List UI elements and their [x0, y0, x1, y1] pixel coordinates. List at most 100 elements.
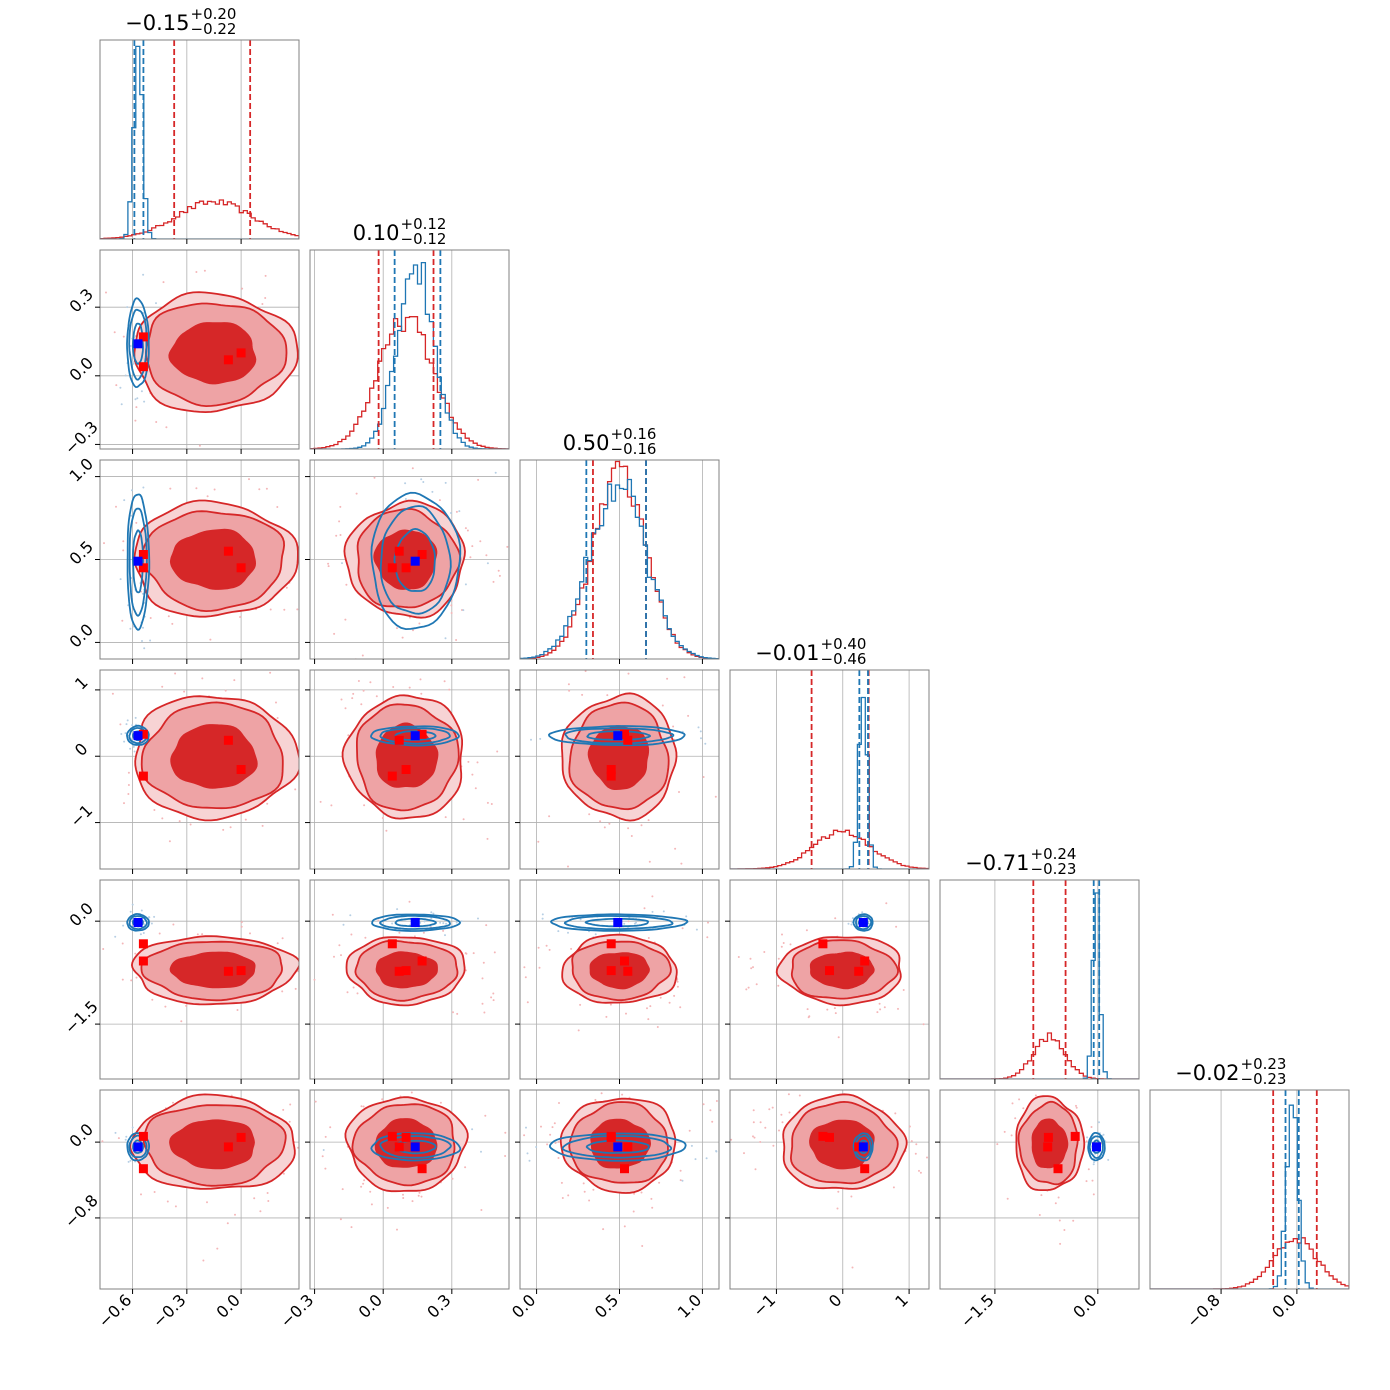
sample-point-red: [265, 487, 268, 490]
sample-point-red: [331, 913, 334, 916]
sample-point-red: [96, 344, 98, 346]
sample-point-red: [778, 1129, 780, 1132]
y-tick-label: 0.0: [66, 899, 97, 930]
sample-point-red: [373, 476, 376, 479]
sample-point-red: [777, 984, 780, 987]
sample-point-blue: [131, 489, 133, 492]
sample-point-red: [1087, 1168, 1090, 1171]
sample-point-red: [178, 1064, 180, 1066]
y-tick-label: 0: [71, 739, 92, 760]
marker-red: [138, 332, 148, 342]
sample-point-red: [450, 604, 453, 607]
marker-blue: [1092, 1142, 1101, 1152]
sample-point-red: [608, 822, 611, 825]
sample-point-blue: [1093, 1161, 1095, 1164]
sample-point-red: [876, 1011, 879, 1014]
marker-blue: [410, 731, 420, 741]
sample-point-red: [346, 991, 349, 994]
sample-point-red: [443, 680, 446, 683]
marker-red: [1043, 1132, 1053, 1142]
sample-point-red: [398, 1040, 400, 1042]
panel-title-minus: −0.22: [191, 20, 237, 38]
sample-point-blue: [567, 931, 569, 934]
sample-point-red: [755, 983, 758, 986]
marker-red: [1070, 1131, 1080, 1141]
sample-point-red: [375, 695, 378, 698]
sample-point-red: [915, 1143, 918, 1146]
sample-point-blue: [129, 1159, 132, 1162]
panel-title-plus: +0.16: [611, 425, 657, 443]
panel-title-plus: +0.20: [191, 5, 237, 23]
y-tick-label: 0.0: [66, 353, 97, 384]
histogram-blue: [730, 696, 929, 869]
sample-point-red: [819, 1070, 821, 1072]
sample-point-red: [338, 944, 341, 947]
sample-point-blue: [539, 737, 542, 740]
sample-point-red: [537, 840, 540, 843]
x-tick-label: 1.0: [674, 1290, 705, 1321]
sample-point-blue: [114, 1131, 117, 1134]
sample-point-red: [360, 703, 363, 706]
sample-point-red: [768, 1108, 771, 1111]
sample-point-red: [283, 608, 286, 611]
sample-point-red: [386, 1206, 389, 1209]
marker-red: [818, 939, 828, 949]
sample-point-red: [1092, 1193, 1095, 1196]
sample-point-red: [627, 920, 630, 923]
sample-point-red: [301, 969, 303, 971]
sample-point-red: [329, 1126, 332, 1129]
sample-point-blue: [662, 910, 665, 913]
sample-point-red: [40, 1005, 42, 1007]
sample-point-blue: [444, 934, 446, 937]
sample-point-red: [239, 616, 242, 618]
sample-point-red: [640, 1191, 643, 1194]
sample-point-red: [640, 824, 643, 827]
sample-point-blue: [742, 1148, 744, 1150]
sample-point-red: [18, 764, 20, 766]
contour-blue-inner: [131, 322, 144, 365]
sample-point-red: [485, 924, 488, 927]
sample-point-red: [483, 1011, 486, 1014]
sample-point-red: [267, 1200, 270, 1202]
sample-point-blue: [685, 915, 688, 918]
contour-blue-outer: [1087, 1132, 1106, 1162]
sample-point-blue: [122, 924, 125, 927]
sample-point-red: [602, 1228, 605, 1231]
sample-point-blue: [861, 911, 864, 914]
sample-point-red: [363, 804, 366, 807]
panel-title-plus: +0.40: [821, 635, 867, 653]
sample-point-red: [681, 927, 684, 930]
sample-point-red: [750, 967, 753, 970]
sample-point-red: [340, 954, 342, 957]
x-tick-label: −0.3: [276, 1290, 317, 1331]
sample-point-red: [630, 835, 633, 837]
panel-5-1: [305, 1040, 510, 1294]
sample-point-red: [122, 549, 125, 552]
sample-point-red: [850, 1195, 853, 1198]
sample-point-red: [276, 506, 279, 508]
sample-point-red: [392, 686, 395, 688]
sample-point-blue: [715, 1150, 718, 1152]
sample-point-blue: [1086, 1136, 1089, 1139]
sample-point-red: [216, 1247, 219, 1250]
sample-point-blue: [132, 745, 135, 748]
sample-point-red: [418, 1191, 421, 1194]
sample-point-red: [258, 488, 261, 491]
contour-red-inner: [373, 529, 438, 590]
histogram-red: [1150, 1237, 1349, 1289]
sample-point-red: [327, 562, 330, 565]
sample-point-red: [466, 529, 469, 532]
contour-blue-outer: [370, 1132, 462, 1162]
sample-point-red: [96, 269, 98, 271]
sample-point-red: [162, 281, 165, 284]
sample-point-red: [490, 996, 493, 999]
marker-red: [1053, 1164, 1063, 1174]
panel-4-2: [515, 879, 720, 1084]
sample-point-red: [914, 1152, 917, 1155]
sample-point-blue: [120, 403, 123, 406]
sample-point-blue: [129, 910, 132, 913]
contour-blue-mid: [564, 727, 675, 745]
sample-point-red: [121, 942, 124, 945]
x-tick-label: 0.0: [1268, 1290, 1299, 1321]
sample-point-blue: [455, 921, 458, 924]
